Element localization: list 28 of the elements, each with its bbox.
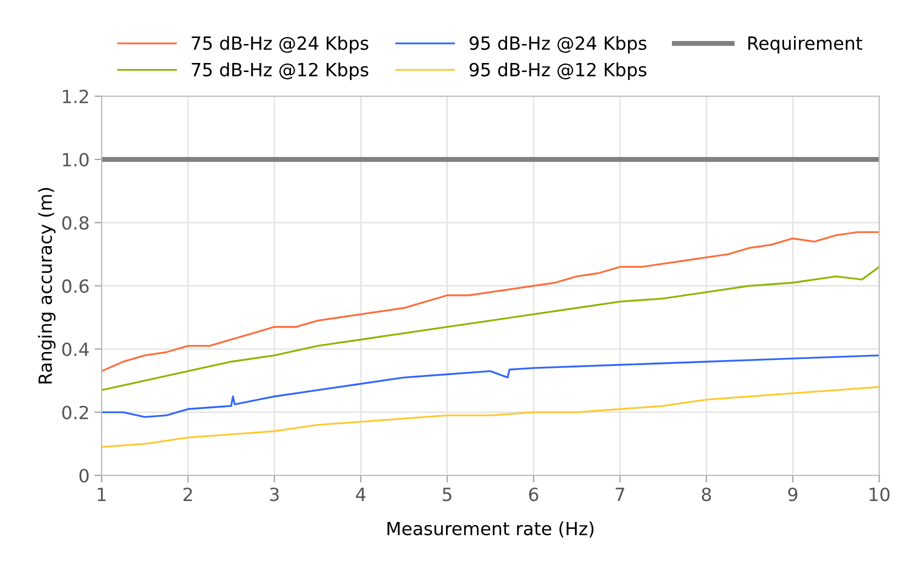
y-tick-label: 0 <box>79 468 89 483</box>
legend-label: Requirement <box>748 36 862 54</box>
legend-label: 95 dB-Hz @24 Kbps <box>470 36 646 54</box>
line-series <box>102 386 880 448</box>
line-series <box>102 266 880 392</box>
line-series <box>102 354 880 418</box>
x-tick-label: 6 <box>529 488 538 502</box>
x-tick-label: 5 <box>442 488 452 502</box>
x-tick-label: 4 <box>356 488 366 501</box>
legend-label: 75 dB-Hz @24 Kbps <box>192 36 368 54</box>
legend-label: 75 dB-Hz @12 Kbps <box>192 62 368 80</box>
x-tick-label: 3 <box>270 488 279 502</box>
x-tick-label: 8 <box>702 488 711 502</box>
x-tick-label: 10 <box>870 488 890 502</box>
x-tick-label: 9 <box>788 488 798 502</box>
y-tick-label: 1.2 <box>63 90 88 104</box>
x-tick-label: 1 <box>98 488 106 501</box>
x-axis-title: Measurement rate (Hz) <box>388 521 594 538</box>
line-series <box>102 231 880 372</box>
y-tick-label: 0.4 <box>62 342 89 356</box>
y-tick-label: 0.8 <box>62 216 89 230</box>
legend-label: 95 dB-Hz @12 Kbps <box>470 62 646 80</box>
y-tick-label: 1.0 <box>63 152 89 167</box>
y-tick-label: 0.2 <box>62 406 88 420</box>
x-tick-label: 7 <box>616 488 624 501</box>
x-tick-label: 2 <box>184 488 192 501</box>
y-tick-label: 0.6 <box>62 279 89 293</box>
y-axis-title: Ranging accuracy (m) <box>38 188 56 384</box>
